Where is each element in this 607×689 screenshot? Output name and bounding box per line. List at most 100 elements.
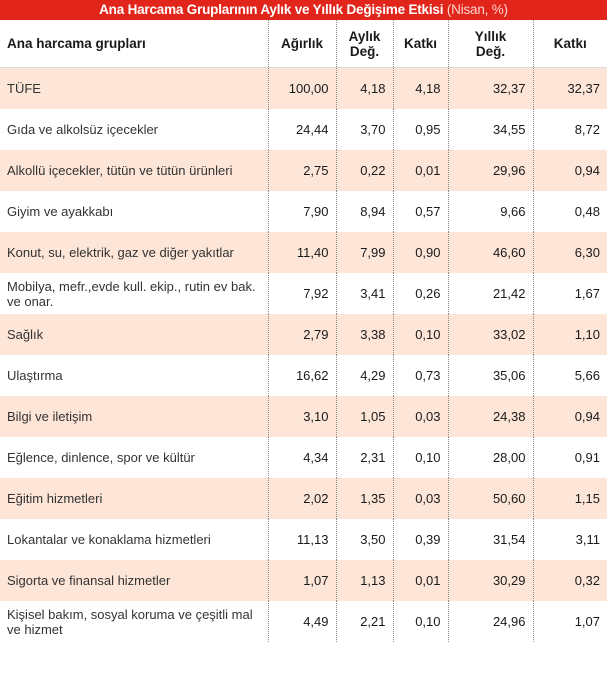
annual-change-cell: 21,42	[448, 273, 534, 314]
annual-change-cell: 32,37	[448, 67, 534, 109]
monthly-change-cell: 3,38	[336, 314, 394, 355]
weight-cell: 4,34	[268, 437, 337, 478]
header-group: Ana harcama grupları	[0, 20, 269, 68]
weight-cell: 7,90	[268, 191, 337, 232]
group-label: Lokantalar ve konaklama hizmetleri	[0, 519, 269, 560]
group-label: Gıda ve alkolsüz içecekler	[0, 109, 269, 150]
annual-change-cell: 28,00	[448, 437, 534, 478]
annual-change-cell: 35,06	[448, 355, 534, 396]
annual-change-cell: 9,66	[448, 191, 534, 232]
annual-contribution-cell: 0,32	[533, 560, 607, 601]
weight-cell: 24,44	[268, 109, 337, 150]
monthly-contribution-cell: 0,01	[393, 150, 449, 191]
header-annual-change-line2: Değ.	[475, 43, 506, 59]
monthly-change-cell: 3,70	[336, 109, 394, 150]
monthly-contribution-cell: 0,39	[393, 519, 449, 560]
annual-change-cell: 31,54	[448, 519, 534, 560]
monthly-change-cell: 1,13	[336, 560, 394, 601]
monthly-change-cell: 7,99	[336, 232, 394, 273]
monthly-change-cell: 4,18	[336, 67, 394, 109]
monthly-contribution-cell: 0,10	[393, 314, 449, 355]
monthly-change-cell: 3,50	[336, 519, 394, 560]
group-label: Bilgi ve iletişim	[0, 396, 269, 437]
table-title: Ana Harcama Gruplarının Aylık ve Yıllık …	[99, 2, 444, 17]
monthly-change-cell: 3,41	[336, 273, 394, 314]
title-banner: Ana Harcama Gruplarının Aylık ve Yıllık …	[0, 0, 607, 20]
header-monthly-change: Aylık Değ.	[336, 20, 394, 68]
monthly-contribution-cell: 0,57	[393, 191, 449, 232]
table-row: Konut, su, elektrik, gaz ve diğer yakıtl…	[0, 232, 607, 273]
group-label: Ulaştırma	[0, 355, 269, 396]
annual-change-cell: 46,60	[448, 232, 534, 273]
monthly-change-cell: 1,35	[336, 478, 394, 519]
weight-cell: 2,79	[268, 314, 337, 355]
group-label: Konut, su, elektrik, gaz ve diğer yakıtl…	[0, 232, 269, 273]
annual-change-cell: 34,55	[448, 109, 534, 150]
monthly-contribution-cell: 0,73	[393, 355, 449, 396]
group-label: Kişisel bakım, sosyal koruma ve çeşitli …	[0, 601, 269, 642]
annual-change-cell: 24,96	[448, 601, 534, 642]
group-label: TÜFE	[0, 67, 269, 109]
weight-cell: 3,10	[268, 396, 337, 437]
table-row: Bilgi ve iletişim 3,10 1,05 0,03 24,38 0,94	[0, 396, 607, 437]
table-row: Ulaştırma 16,62 4,29 0,73 35,06 5,66	[0, 355, 607, 396]
header-monthly-contribution: Katkı	[393, 20, 449, 68]
monthly-change-cell: 1,05	[336, 396, 394, 437]
group-label: Sigorta ve finansal hizmetler	[0, 560, 269, 601]
monthly-change-cell: 4,29	[336, 355, 394, 396]
table-row: Gıda ve alkolsüz içecekler 24,44 3,70 0,95 3…	[0, 109, 607, 150]
monthly-change-cell: 0,22	[336, 150, 394, 191]
header-annual-change: Yıllık Değ.	[448, 20, 534, 68]
group-label: Alkollü içecekler, tütün ve tütün ürünle…	[0, 150, 269, 191]
annual-contribution-cell: 0,94	[533, 150, 607, 191]
monthly-contribution-cell: 4,18	[393, 67, 449, 109]
table-row: Lokantalar ve konaklama hizmetleri 11,13 3…	[0, 519, 607, 560]
monthly-contribution-cell: 0,95	[393, 109, 449, 150]
weight-cell: 2,75	[268, 150, 337, 191]
annual-contribution-cell: 0,91	[533, 437, 607, 478]
monthly-contribution-cell: 0,90	[393, 232, 449, 273]
annual-contribution-cell: 8,72	[533, 109, 607, 150]
monthly-contribution-cell: 0,01	[393, 560, 449, 601]
table-row: Kişisel bakım, sosyal koruma ve çeşitli …	[0, 601, 607, 642]
table-row: TÜFE 100,00 4,18 4,18 32,37 32,37	[0, 67, 607, 109]
weight-cell: 100,00	[268, 67, 337, 109]
table-row: Eğlence, dinlence, spor ve kültür 4,34 2,3…	[0, 437, 607, 478]
table-row: Sigorta ve finansal hizmetler 1,07 1,13 0,0…	[0, 560, 607, 601]
monthly-contribution-cell: 0,10	[393, 601, 449, 642]
monthly-change-cell: 8,94	[336, 191, 394, 232]
monthly-contribution-cell: 0,26	[393, 273, 449, 314]
table-subtitle: (Nisan, %)	[446, 2, 508, 17]
group-label: Giyim ve ayakkabı	[0, 191, 269, 232]
annual-contribution-cell: 1,67	[533, 273, 607, 314]
monthly-contribution-cell: 0,03	[393, 478, 449, 519]
weight-cell: 7,92	[268, 273, 337, 314]
header-row: Ana harcama grupları Ağırlık Aylık Değ. …	[0, 20, 607, 68]
group-label: Eğlence, dinlence, spor ve kültür	[0, 437, 269, 478]
annual-contribution-cell: 6,30	[533, 232, 607, 273]
table-row: Eğitim hizmetleri 2,02 1,35 0,03 50,60 1,15	[0, 478, 607, 519]
weight-cell: 11,13	[268, 519, 337, 560]
table-row: Giyim ve ayakkabı 7,90 8,94 0,57 9,66 0,48	[0, 191, 607, 232]
monthly-change-cell: 2,31	[336, 437, 394, 478]
monthly-contribution-cell: 0,03	[393, 396, 449, 437]
annual-contribution-cell: 3,11	[533, 519, 607, 560]
group-label: Eğitim hizmetleri	[0, 478, 269, 519]
weight-cell: 2,02	[268, 478, 337, 519]
annual-contribution-cell: 1,07	[533, 601, 607, 642]
annual-contribution-cell: 32,37	[533, 67, 607, 109]
annual-change-cell: 50,60	[448, 478, 534, 519]
group-label: Mobilya, mefr.,evde kull. ekip., rutin e…	[0, 273, 269, 314]
expenditure-table: Ana harcama grupları Ağırlık Aylık Değ. …	[0, 20, 607, 642]
table-row: Alkollü içecekler, tütün ve tütün ürünle…	[0, 150, 607, 191]
annual-change-cell: 24,38	[448, 396, 534, 437]
weight-cell: 11,40	[268, 232, 337, 273]
annual-change-cell: 33,02	[448, 314, 534, 355]
header-annual-change-line1: Yıllık	[474, 28, 507, 44]
annual-contribution-cell: 0,48	[533, 191, 607, 232]
header-monthly-change-line2: Değ.	[349, 43, 380, 59]
annual-contribution-cell: 1,15	[533, 478, 607, 519]
table-row: Mobilya, mefr.,evde kull. ekip., rutin e…	[0, 273, 607, 314]
monthly-change-cell: 2,21	[336, 601, 394, 642]
weight-cell: 4,49	[268, 601, 337, 642]
